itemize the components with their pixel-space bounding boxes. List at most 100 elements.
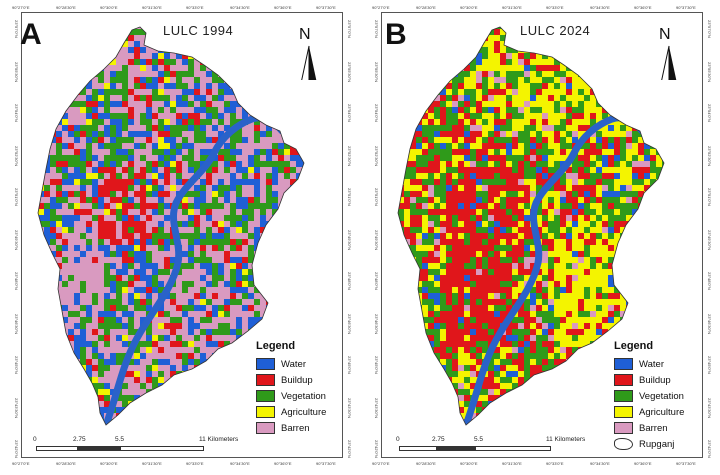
land-patch-barren xyxy=(194,275,201,282)
land-patch-buildup xyxy=(638,143,645,150)
land-patch-vegetation xyxy=(506,125,513,132)
land-patch-water xyxy=(242,215,249,222)
land-patch-vegetation xyxy=(404,191,411,198)
land-patch-buildup xyxy=(182,53,189,60)
land-patch-vegetation xyxy=(200,155,207,162)
land-patch-barren xyxy=(74,113,81,120)
land-patch-barren xyxy=(242,41,249,48)
land-patch-agriculture xyxy=(668,131,674,137)
land-patch-buildup xyxy=(134,77,141,84)
land-patch-barren xyxy=(248,35,255,42)
land-patch-barren xyxy=(254,209,261,216)
land-patch-vegetation xyxy=(230,113,237,120)
land-patch-vegetation xyxy=(542,161,549,168)
land-patch-water xyxy=(158,41,165,48)
land-patch-barren xyxy=(242,389,249,396)
land-patch-barren xyxy=(662,215,664,222)
land-patch-vegetation xyxy=(38,299,39,306)
land-patch-vegetation xyxy=(56,101,63,108)
land-patch-water xyxy=(182,59,189,66)
land-patch-barren xyxy=(44,263,51,270)
land-patch-agriculture xyxy=(446,89,453,96)
land-patch-buildup xyxy=(464,173,471,180)
land-patch-barren xyxy=(212,335,219,342)
land-patch-barren xyxy=(218,215,225,222)
land-patch-vegetation xyxy=(182,341,189,348)
land-patch-barren xyxy=(44,131,51,138)
land-patch-barren xyxy=(92,209,99,216)
land-patch-water xyxy=(272,299,279,306)
land-patch-barren xyxy=(164,89,171,96)
land-patch-agriculture xyxy=(458,233,465,240)
land-patch-water xyxy=(104,131,111,138)
land-patch-barren xyxy=(182,329,189,336)
land-patch-barren xyxy=(44,89,51,96)
land-patch-vegetation xyxy=(434,125,441,132)
land-patch-barren xyxy=(38,53,45,60)
land-patch-vegetation xyxy=(38,341,45,348)
land-patch-vegetation xyxy=(194,137,201,144)
land-patch-vegetation xyxy=(122,305,129,312)
land-patch-vegetation xyxy=(188,155,195,162)
land-patch-agriculture xyxy=(434,197,441,204)
land-patch-vegetation xyxy=(230,143,237,150)
land-patch-vegetation xyxy=(590,65,597,72)
land-patch-vegetation xyxy=(176,77,183,84)
land-patch-vegetation xyxy=(524,167,531,174)
land-patch-vegetation xyxy=(608,179,615,186)
land-patch-vegetation xyxy=(530,167,537,174)
land-patch-agriculture xyxy=(140,65,147,72)
land-patch-barren xyxy=(50,167,57,174)
land-patch-water xyxy=(38,269,45,276)
land-patch-water xyxy=(146,293,153,300)
land-patch-barren xyxy=(254,293,261,300)
land-patch-water xyxy=(200,275,207,282)
land-patch-water xyxy=(272,71,279,78)
land-patch-barren xyxy=(92,305,99,312)
land-patch-buildup xyxy=(86,221,93,228)
land-patch-agriculture xyxy=(626,173,633,180)
land-patch-vegetation xyxy=(482,119,489,126)
land-patch-water xyxy=(212,233,219,240)
land-patch-water xyxy=(302,317,304,324)
land-patch-barren xyxy=(170,65,177,72)
land-patch-agriculture xyxy=(482,101,489,108)
land-patch-vegetation xyxy=(560,95,567,102)
land-patch-water xyxy=(38,59,45,66)
land-patch-buildup xyxy=(38,395,39,402)
land-patch-vegetation xyxy=(140,305,147,312)
land-patch-barren xyxy=(86,293,93,300)
land-patch-agriculture xyxy=(458,29,465,36)
land-patch-vegetation xyxy=(212,281,219,288)
land-patch-barren xyxy=(50,281,57,288)
land-patch-vegetation xyxy=(554,233,561,240)
land-patch-water xyxy=(116,101,123,108)
land-patch-agriculture xyxy=(626,71,633,78)
land-patch-agriculture xyxy=(620,197,627,204)
land-patch-buildup xyxy=(638,167,645,174)
land-patch-buildup xyxy=(506,173,513,180)
land-patch-vegetation xyxy=(116,71,123,78)
land-patch-barren xyxy=(236,293,243,300)
land-patch-agriculture xyxy=(410,29,417,36)
land-patch-vegetation xyxy=(110,143,117,150)
land-patch-barren xyxy=(98,269,105,276)
land-patch-water xyxy=(260,287,267,294)
land-patch-buildup xyxy=(446,209,453,216)
land-patch-agriculture xyxy=(608,65,615,72)
land-patch-agriculture xyxy=(524,107,531,114)
land-patch-barren xyxy=(74,35,81,42)
land-patch-vegetation xyxy=(416,47,423,54)
land-patch-buildup xyxy=(494,89,501,96)
land-patch-buildup xyxy=(500,59,507,66)
land-patch-barren xyxy=(422,203,429,210)
land-patch-buildup xyxy=(506,185,513,192)
land-patch-water xyxy=(254,35,261,42)
land-patch-barren xyxy=(308,131,314,137)
land-patch-vegetation xyxy=(278,227,285,234)
land-patch-barren xyxy=(164,227,171,234)
land-patch-vegetation xyxy=(422,179,429,186)
land-patch-barren xyxy=(230,71,237,78)
land-patch-barren xyxy=(128,95,135,102)
land-patch-buildup xyxy=(398,203,405,210)
